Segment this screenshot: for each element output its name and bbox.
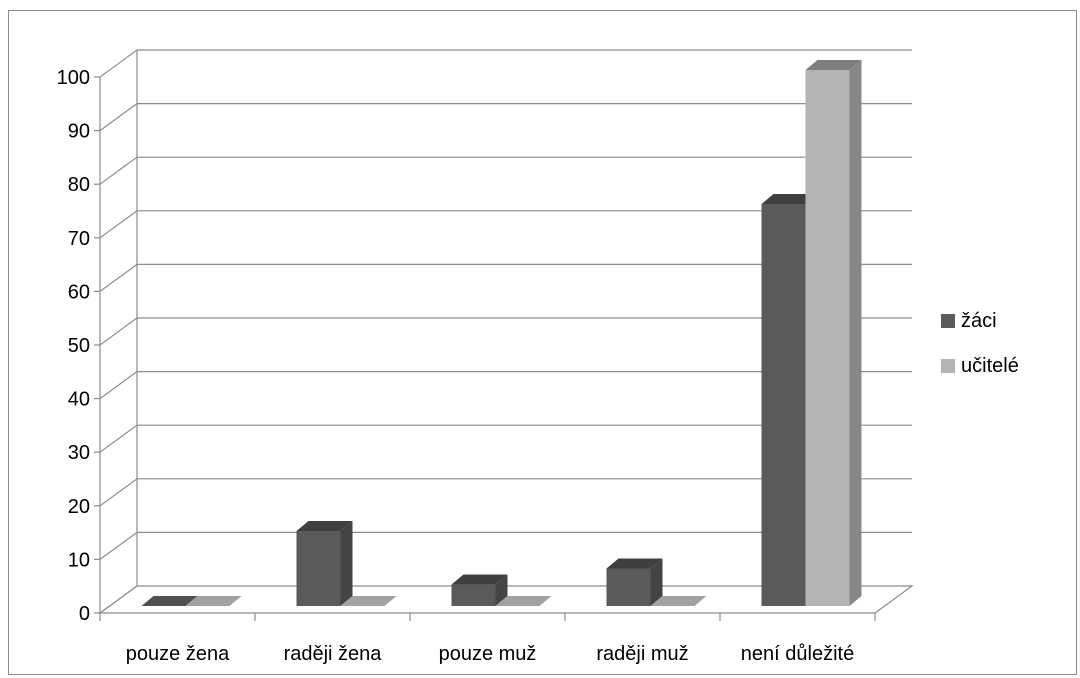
legend-swatch: [941, 359, 955, 373]
legend-swatch: [941, 314, 955, 328]
gridline-side: [99, 317, 138, 346]
bar-top: [141, 596, 198, 606]
chart-frame: [8, 10, 1077, 675]
bar-top: [495, 596, 552, 606]
gridline-side: [99, 103, 138, 132]
bar-front: [805, 70, 850, 606]
bar: [340, 596, 397, 606]
legend-label: učitelé: [961, 355, 1019, 377]
bar: [141, 596, 198, 606]
bar-top: [805, 60, 862, 70]
bar-front: [296, 530, 341, 606]
x-tick-label: pouze žena: [126, 643, 230, 665]
gridline-side: [99, 263, 138, 292]
bar-front: [606, 568, 651, 606]
gridline-side: [99, 585, 138, 614]
y-tick-label: 30: [68, 442, 90, 464]
y-tick-label: 40: [68, 389, 90, 411]
bar: [296, 520, 353, 606]
y-tick-label: 50: [68, 335, 90, 357]
bar-top: [185, 596, 242, 606]
x-axis-ticks: pouze žena raději žena pouze muž raději muž…: [126, 643, 854, 665]
x-tick-label: pouze muž: [439, 643, 537, 665]
legend: žáci učitelé: [941, 310, 1019, 377]
y-tick-label: 100: [57, 67, 90, 89]
x-tick-label: raději žena: [284, 643, 383, 665]
y-tick-label: 70: [68, 228, 90, 250]
bar: [451, 574, 508, 606]
gridline-side: [99, 156, 138, 185]
x-tick-label: není důležité: [741, 643, 854, 665]
y-tick-label: 80: [68, 174, 90, 196]
bars: [141, 60, 862, 606]
bar-front: [451, 584, 496, 606]
y-tick-label: 0: [79, 603, 90, 625]
y-tick-label: 20: [68, 496, 90, 518]
bar-side: [495, 574, 508, 606]
y-axis-ticks: 0 10 20 30 40 50 60 70 80 90 100: [57, 67, 100, 625]
bar: [495, 596, 552, 606]
gridline-side: [99, 478, 138, 507]
y-tick-label: 90: [68, 121, 90, 143]
bar-top: [296, 520, 353, 531]
axes: [99, 77, 876, 621]
y-tick-label: 60: [68, 281, 90, 303]
bar: [606, 558, 663, 606]
bar-side: [650, 558, 663, 606]
bar-top: [340, 596, 397, 606]
bar-side: [849, 60, 862, 606]
gridline-side: [99, 371, 138, 400]
bar-top: [761, 194, 818, 204]
gridline-side: [99, 210, 138, 239]
y-tick-label: 10: [68, 549, 90, 571]
gridline-side: [99, 424, 138, 453]
gridline-side: [99, 49, 138, 78]
legend-label: žáci: [961, 310, 997, 332]
bar: [185, 596, 242, 606]
bar-top: [650, 596, 707, 606]
bar-front: [761, 204, 806, 606]
bar-top: [606, 558, 663, 569]
gridline-side: [99, 531, 138, 560]
bar: [650, 596, 707, 606]
bar: [805, 60, 862, 606]
x-tick-label: raději muž: [596, 643, 688, 665]
bar-side: [340, 520, 353, 606]
bar-top: [451, 574, 508, 585]
